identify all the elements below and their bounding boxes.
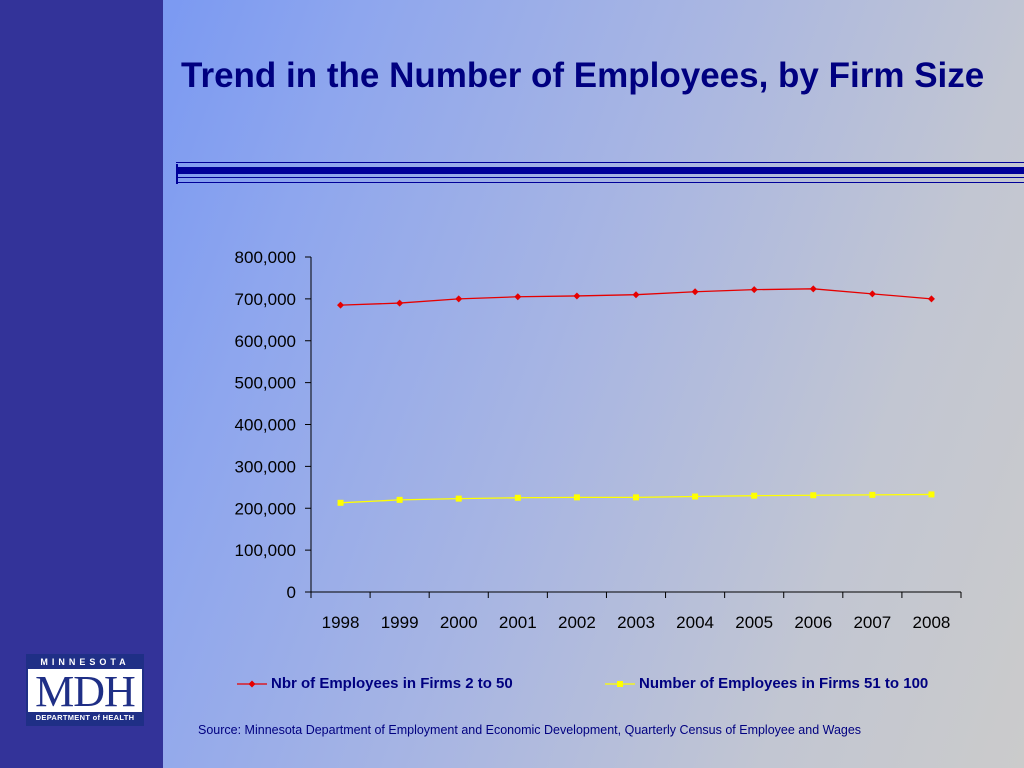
y-tick-label: 200,000: [235, 499, 296, 518]
data-point: [337, 301, 345, 309]
slide-title: Trend in the Number of Employees, by Fir…: [181, 56, 985, 95]
x-tick-label: 2003: [617, 613, 655, 632]
data-point: [927, 295, 935, 303]
source-note: Source: Minnesota Department of Employme…: [198, 723, 862, 737]
mdh-logo: MINNESOTA MDH DEPARTMENT of HEALTH: [26, 654, 144, 726]
x-tick-label: 2008: [913, 613, 951, 632]
data-point: [751, 492, 758, 499]
y-tick-label: 700,000: [235, 290, 296, 309]
data-point: [396, 496, 403, 503]
x-tick-label: 2004: [676, 613, 714, 632]
chart-series: [337, 285, 935, 506]
logo-department-text: DEPARTMENT of HEALTH: [28, 712, 142, 724]
data-point: [809, 285, 817, 293]
legend-item-series-1: Nbr of Employees in Firms 2 to 50: [237, 675, 513, 692]
data-point: [691, 288, 699, 296]
y-tick-label: 800,000: [235, 248, 296, 267]
data-point: [396, 299, 404, 307]
legend-label-series-1: Nbr of Employees in Firms 2 to 50: [271, 675, 513, 692]
data-point: [632, 291, 640, 299]
data-point: [573, 292, 581, 300]
x-tick-label: 1998: [322, 613, 360, 632]
y-tick-label: 300,000: [235, 457, 296, 476]
x-tick-label: 1999: [381, 613, 419, 632]
y-tick-label: 600,000: [235, 332, 296, 351]
data-point: [750, 286, 758, 294]
data-point: [455, 295, 463, 303]
legend-marker-square: [605, 680, 635, 687]
sidebar-band: [0, 0, 163, 768]
x-tick-label: 2006: [794, 613, 832, 632]
data-point: [514, 293, 522, 301]
x-tick-label: 2005: [735, 613, 773, 632]
data-point: [455, 495, 462, 502]
logo-state-text: MINNESOTA: [28, 656, 142, 669]
title-rule: [176, 160, 1024, 184]
data-point: [633, 494, 639, 501]
chart-legend: Nbr of Employees in Firms 2 to 50 Number…: [230, 675, 990, 697]
line-chart: 0 100,000 200,000 300,000 400,000 500,000 600,…: [235, 248, 962, 632]
legend-label-series-2: Number of Employees in Firms 51 to 100: [639, 675, 929, 692]
x-tick-label: 2001: [499, 613, 537, 632]
y-tick-label: 500,000: [235, 374, 296, 393]
data-point: [514, 494, 521, 501]
legend-item-series-2: Number of Employees in Firms 51 to 100: [605, 675, 928, 692]
data-point: [868, 290, 876, 298]
data-point: [337, 499, 344, 506]
data-point: [928, 491, 935, 498]
y-tick-label: 100,000: [235, 541, 296, 560]
data-point: [869, 491, 876, 498]
y-tick-label: 0: [287, 583, 296, 602]
legend-marker-diamond: [237, 680, 267, 687]
chart-axes: 0 100,000 200,000 300,000 400,000 500,000 600,…: [235, 248, 962, 632]
x-tick-label: 2002: [558, 613, 596, 632]
y-tick-label: 400,000: [235, 416, 296, 435]
data-point: [573, 494, 580, 501]
logo-mark: MDH: [35, 667, 136, 716]
x-tick-label: 2000: [440, 613, 478, 632]
data-point: [810, 492, 817, 499]
data-point: [692, 493, 699, 500]
x-tick-label: 2007: [853, 613, 891, 632]
